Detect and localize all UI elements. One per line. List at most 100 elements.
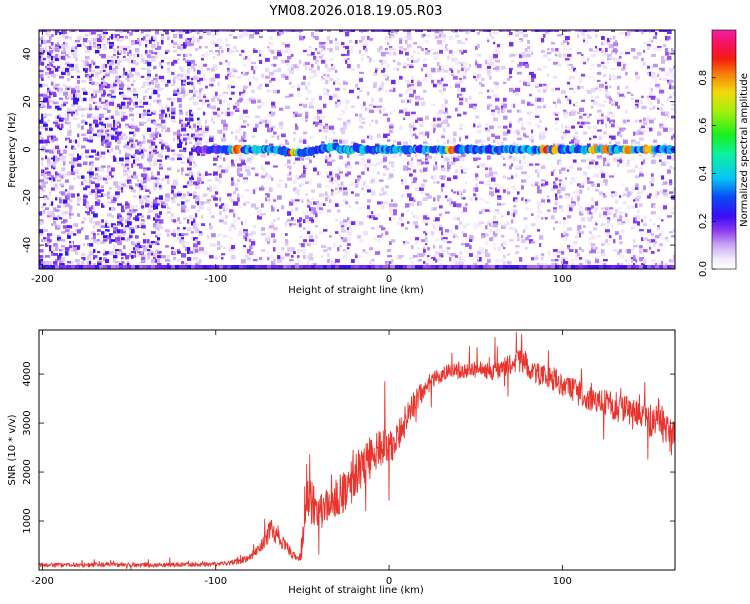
heatmap-cell <box>143 139 146 144</box>
heatmap-cell <box>135 95 138 100</box>
heatmap-cell <box>191 221 194 226</box>
heatmap-cell <box>329 199 332 203</box>
heatmap-cell <box>427 265 431 269</box>
heatmap-cell <box>489 75 492 80</box>
heatmap-cell <box>561 135 565 140</box>
heatmap-cell <box>105 99 108 103</box>
heatmap-cell <box>459 265 463 269</box>
heatmap-cell <box>363 163 368 167</box>
heatmap-cell <box>249 33 255 39</box>
heatmap-cell <box>539 263 544 266</box>
heatmap-cell <box>191 35 195 39</box>
heatmap-cell <box>289 81 292 85</box>
heatmap-cell <box>617 125 620 129</box>
heatmap-cell <box>77 89 81 93</box>
heatmap-cell <box>373 181 376 184</box>
heatmap-cell <box>243 247 246 252</box>
heatmap-cell <box>117 185 121 190</box>
heatmap-cell <box>537 97 542 102</box>
heatmap-cell <box>387 117 390 122</box>
heatmap-cell <box>61 191 67 196</box>
heatmap-cell <box>435 217 440 222</box>
heatmap-cell <box>123 30 127 32</box>
heatmap-cell <box>55 159 60 162</box>
heatmap-cell <box>209 225 213 230</box>
heatmap-cell <box>555 193 558 198</box>
heatmap-cell <box>131 253 135 257</box>
heatmap-cell <box>69 209 72 213</box>
heatmap-cell <box>613 249 618 252</box>
heatmap-cell <box>71 67 75 71</box>
heatmap-cell <box>127 75 130 78</box>
heatmap-cell <box>243 203 247 206</box>
heatmap-cell <box>441 103 446 108</box>
heatmap-cell <box>201 53 206 57</box>
heatmap-cell <box>599 83 605 88</box>
heatmap-cell <box>89 243 94 247</box>
heatmap-cell <box>189 125 193 129</box>
heatmap-cell <box>259 83 263 87</box>
heatmap-cell <box>89 135 94 138</box>
heatmap-cell <box>187 133 190 136</box>
heatmap-cell <box>103 235 108 239</box>
heatmap-cell <box>655 193 658 198</box>
heatmap-cell <box>251 231 256 235</box>
heatmap-cell <box>43 175 47 180</box>
heatmap-cell <box>115 123 119 128</box>
heatmap-cell <box>487 135 490 140</box>
heatmap-cell <box>461 41 466 45</box>
heatmap-cell <box>71 157 74 162</box>
heatmap-cell <box>647 97 650 102</box>
heatmap-cell <box>99 97 102 102</box>
heatmap-cell <box>165 259 171 262</box>
heatmap-cell <box>617 85 620 91</box>
heatmap-cell <box>511 185 517 190</box>
heatmap-cell <box>71 231 74 235</box>
heatmap-cell <box>637 217 640 221</box>
heatmap-cell <box>229 143 234 147</box>
heatmap-cell <box>415 225 419 229</box>
heatmap-cell <box>65 53 69 57</box>
heatmap-cell <box>423 133 427 137</box>
heatmap-cell <box>191 95 195 100</box>
heatmap-cell <box>575 249 578 254</box>
heatmap-cell <box>43 229 49 232</box>
heatmap-cell <box>487 265 491 269</box>
heatmap-cell <box>61 103 65 107</box>
heatmap-cell <box>225 37 228 43</box>
heatmap-cell <box>287 247 292 252</box>
heatmap-cell <box>513 211 518 214</box>
heatmap-cell <box>313 211 318 215</box>
heatmap-cell <box>131 241 135 246</box>
heatmap-cell <box>135 183 138 187</box>
heatmap-cell <box>261 203 264 208</box>
heatmap-cell <box>393 153 398 157</box>
heatmap-cell <box>413 127 417 131</box>
heatmap-cell <box>157 177 160 181</box>
heatmap-cell <box>87 30 91 32</box>
heatmap-cell <box>53 75 56 78</box>
heatmap-cell <box>435 151 438 155</box>
heatmap-cell <box>301 173 306 178</box>
heatmap-cell <box>105 73 110 77</box>
heatmap-cell <box>267 175 270 180</box>
heatmap-cell <box>221 217 226 220</box>
heatmap-cell <box>109 171 112 176</box>
heatmap-cell <box>597 129 602 132</box>
heatmap-cell <box>529 137 532 141</box>
heatmap-cell <box>375 30 379 32</box>
heatmap-cell <box>323 265 327 269</box>
heatmap-cell <box>195 30 199 32</box>
heatmap-cell <box>657 45 662 50</box>
heatmap-cell <box>75 39 81 43</box>
heatmap-cell <box>197 153 201 156</box>
heatmap-cell <box>373 83 377 89</box>
heatmap-cell <box>127 101 132 106</box>
heatmap-cell <box>459 79 463 84</box>
heatmap-cell <box>343 265 347 269</box>
heatmap-cell <box>101 193 104 197</box>
heatmap-cell <box>47 51 51 56</box>
heatmap-cell <box>649 71 652 77</box>
heatmap-cell <box>553 75 558 79</box>
heatmap-cell <box>69 30 72 33</box>
